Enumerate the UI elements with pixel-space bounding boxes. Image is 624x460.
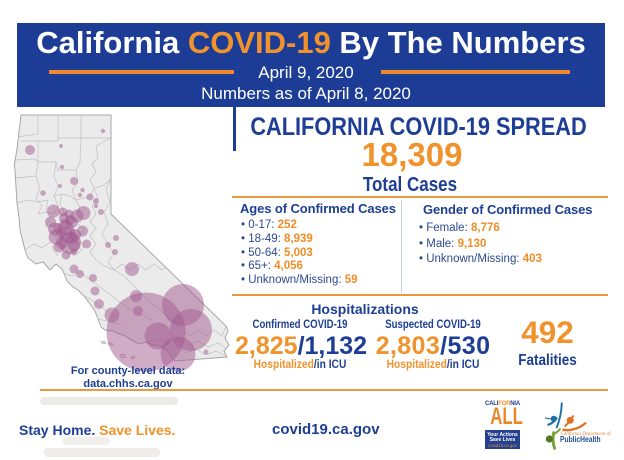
- svg-text:PublicHealth: PublicHealth: [560, 435, 601, 445]
- svg-text:California Department of: California Department of: [561, 432, 612, 437]
